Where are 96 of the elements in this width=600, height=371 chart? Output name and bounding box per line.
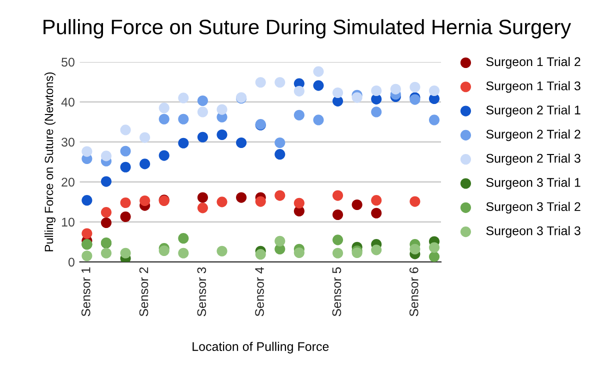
point: [178, 138, 189, 148]
point: [178, 248, 189, 258]
point: [274, 77, 286, 88]
chart-title: Pulling Force on Suture During Simulated Hernia Surgery: [44, 19, 572, 38]
point: [236, 137, 247, 148]
point: [178, 114, 189, 124]
x-tick-label: Sensor 1: [81, 267, 90, 316]
point: [100, 248, 112, 258]
legend-label: Surgeon 2 Trial 1: [486, 105, 580, 117]
point: [332, 248, 344, 258]
legend-label: Surgeon 3 Trial 1: [486, 178, 580, 190]
y-axis-title: Pulling Force on Suture (Newtons): [44, 72, 56, 252]
point: [428, 242, 440, 253]
legend-label: Surgeon 3 Trial 3: [486, 226, 580, 238]
point: [390, 84, 401, 94]
y-tick-label: 0: [68, 258, 74, 267]
point: [410, 82, 420, 92]
point: [100, 176, 112, 187]
point: [371, 106, 382, 118]
point: [100, 150, 112, 162]
point: [197, 132, 208, 142]
point: [371, 244, 382, 256]
y-tick-label: 10: [62, 218, 74, 227]
point: [158, 245, 170, 256]
y-tick-label: 40: [61, 98, 74, 107]
point: [120, 124, 131, 136]
point: [178, 92, 189, 104]
point: [410, 244, 420, 254]
legend-label: Surgeon 1 Trial 2: [486, 56, 580, 69]
point: [352, 92, 362, 103]
point: [197, 95, 208, 106]
point: [82, 146, 92, 157]
legend-label: Surgeon 1 Trial 3: [486, 81, 580, 93]
x-tick-label: Sensor 5: [332, 267, 342, 316]
point: [371, 85, 382, 96]
point: [158, 150, 170, 161]
point: [216, 246, 228, 256]
point: [216, 104, 228, 115]
point: [255, 249, 266, 260]
point: [82, 250, 92, 262]
point: [313, 80, 324, 91]
point: [255, 77, 266, 88]
point: [120, 162, 131, 172]
point: [100, 207, 112, 218]
point: [140, 158, 150, 170]
point: [294, 110, 304, 120]
point: [274, 149, 286, 160]
x-tick-label: Sensor 4: [255, 267, 264, 316]
point: [332, 190, 344, 201]
point: [274, 236, 286, 246]
point: [158, 102, 170, 114]
legend-label: Surgeon 2 Trial 3: [486, 154, 580, 166]
point: [236, 192, 247, 203]
point: [428, 114, 440, 126]
legend-label: Surgeon 3 Trial 2: [486, 202, 580, 214]
point: [313, 66, 324, 77]
point: [140, 195, 150, 206]
point: [313, 114, 324, 126]
legend-label: Surgeon 2 Trial 2: [486, 129, 580, 142]
point: [371, 195, 382, 206]
point: [120, 146, 131, 156]
point: [294, 86, 304, 96]
x-tick-label: Sensor 3: [197, 267, 206, 316]
point: [332, 87, 344, 98]
point: [332, 234, 344, 246]
y-tick-label: 30: [62, 138, 74, 147]
point: [178, 233, 189, 244]
point: [428, 251, 440, 262]
point: [197, 106, 208, 118]
point: [371, 208, 382, 218]
point: [274, 137, 286, 148]
point: [352, 199, 362, 210]
point: [82, 228, 92, 239]
point: [294, 247, 304, 258]
y-tick-label: 20: [62, 178, 74, 187]
point: [216, 196, 228, 208]
point: [216, 129, 228, 140]
point: [120, 197, 131, 208]
point: [428, 85, 440, 96]
point: [82, 195, 92, 206]
point: [410, 196, 420, 207]
point: [274, 190, 286, 201]
point: [197, 202, 208, 214]
point: [197, 192, 208, 203]
point: [120, 248, 131, 258]
x-tick-label: Sensor 6: [409, 267, 418, 316]
point: [120, 211, 131, 222]
point: [158, 114, 170, 124]
y-tick-label: 50: [62, 58, 74, 67]
point: [255, 196, 266, 207]
point: [100, 217, 112, 228]
point: [140, 132, 150, 143]
x-tick-label: Sensor 2: [139, 267, 148, 316]
point: [294, 198, 304, 208]
x-axis-title: Location of Pulling Force: [192, 342, 329, 354]
point: [332, 209, 344, 220]
